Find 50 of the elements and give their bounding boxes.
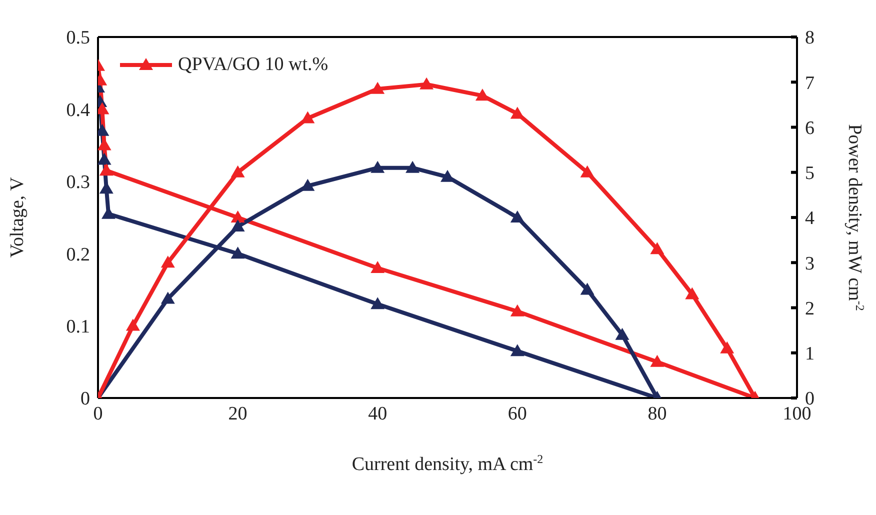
point [300, 111, 315, 124]
x-tick-label: 40 [368, 403, 388, 424]
x-tick-label: 20 [228, 403, 248, 424]
point [230, 210, 245, 222]
point [230, 246, 245, 259]
point [510, 210, 524, 222]
y2-tick-label: 8 [805, 28, 814, 49]
y-tick-label: 0 [80, 388, 90, 410]
y2-tick-label: 5 [805, 163, 814, 184]
y2-tick-label: 1 [805, 344, 814, 365]
point [160, 292, 175, 304]
point [650, 354, 664, 367]
y2-tick-label: 7 [805, 72, 814, 94]
y2-tick-label: 4 [805, 208, 815, 230]
point [406, 160, 420, 173]
point [650, 242, 664, 254]
point [126, 318, 140, 331]
point [370, 160, 385, 173]
x-tick-label: 60 [508, 403, 527, 424]
x-tick-label: 80 [648, 403, 667, 424]
point [580, 165, 594, 178]
point [370, 82, 385, 94]
point [510, 344, 524, 356]
y-tick-label: 0.1 [66, 316, 90, 338]
point [230, 220, 245, 232]
point [475, 88, 490, 101]
y-axis-title: Voltage, V [7, 176, 28, 258]
point [685, 287, 700, 300]
point [160, 256, 175, 268]
y2-tick-label: 2 [805, 298, 814, 320]
y-tick-label: 0.4 [66, 100, 90, 121]
y2-tick-label: 6 [805, 118, 814, 139]
point [370, 261, 385, 274]
x-axis-title: Current density, mA cm$^{-2}$ [352, 452, 544, 475]
point [440, 170, 454, 182]
point [98, 152, 112, 165]
point [510, 106, 524, 119]
legend-label: QPVA/GO 10 wt.% [178, 54, 328, 76]
y2-tick-label: 3 [805, 253, 814, 274]
point [420, 77, 434, 90]
y-tick-label: 0.5 [66, 28, 90, 49]
y-tick-label: 0.2 [66, 244, 90, 266]
point [580, 282, 594, 295]
point [230, 165, 245, 178]
point [510, 304, 524, 316]
point [615, 328, 630, 340]
point [99, 164, 114, 176]
point [720, 341, 734, 354]
point [370, 297, 385, 310]
y-tick-label: 0.3 [66, 172, 90, 194]
